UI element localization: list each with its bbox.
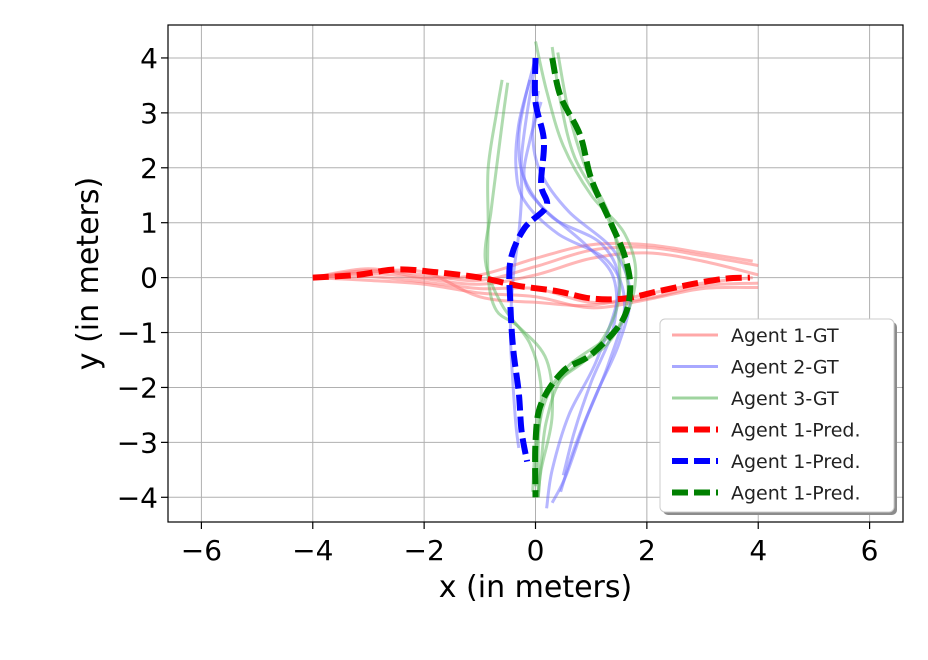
y-tick-label: −3 bbox=[117, 426, 158, 459]
trajectory-lines bbox=[312, 41, 759, 509]
y-tick-label: −2 bbox=[117, 371, 158, 404]
y-tick-label: 1 bbox=[140, 207, 158, 240]
legend-label: Agent 1-GT bbox=[731, 325, 839, 347]
ground-truth-line bbox=[522, 101, 619, 476]
y-tick-label: 0 bbox=[140, 262, 158, 295]
prediction-line bbox=[506, 57, 551, 463]
legend-label: Agent 1-Pred. bbox=[731, 420, 861, 442]
ground-truth-line bbox=[486, 79, 554, 498]
x-tick-label: −4 bbox=[292, 534, 333, 567]
legend-box bbox=[659, 318, 895, 513]
legend-label: Agent 3-GT bbox=[731, 388, 839, 410]
x-tick-label: 6 bbox=[861, 534, 879, 567]
x-tick-label: 0 bbox=[527, 534, 545, 567]
ground-truth-line bbox=[508, 63, 537, 449]
legend: Agent 1-GT Agent 2-GT Agent 3-GT Agent 1-Pr… bbox=[659, 318, 897, 515]
y-tick-label: 2 bbox=[140, 152, 158, 185]
y-tick-label: 4 bbox=[140, 42, 158, 75]
ground-truth-line bbox=[312, 276, 759, 310]
y-tick-label: 3 bbox=[140, 97, 158, 130]
y-tick-label: −4 bbox=[117, 481, 158, 514]
axis-ticks: −6 −4 −2 0 2 4 6 −4 −3 −2 −1 0 1 2 3 4 bbox=[117, 42, 879, 567]
ground-truth-line bbox=[534, 52, 622, 487]
legend-label: Agent 1-Pred. bbox=[731, 451, 861, 473]
prediction-line bbox=[532, 57, 634, 498]
x-tick-label: 2 bbox=[638, 534, 656, 567]
y-tick-label: −1 bbox=[117, 317, 158, 350]
prediction-line bbox=[312, 266, 751, 303]
legend-label: Agent 1-Pred. bbox=[731, 483, 861, 505]
x-tick-label: 4 bbox=[749, 534, 767, 567]
x-tick-label: −2 bbox=[403, 534, 444, 567]
y-axis-label: y (in meters) bbox=[71, 177, 106, 370]
x-tick-label: −6 bbox=[181, 534, 222, 567]
ground-truth-line bbox=[312, 251, 759, 286]
x-axis-label: x (in meters) bbox=[439, 570, 632, 605]
legend-label: Agent 2-GT bbox=[731, 357, 839, 379]
